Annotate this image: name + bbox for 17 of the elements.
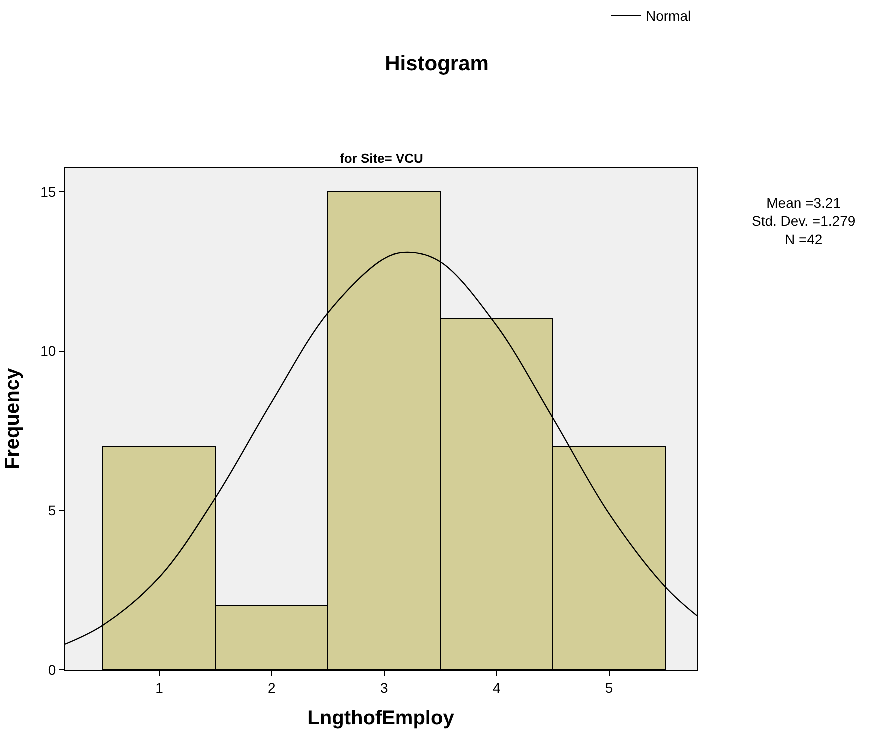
y-tick-label: 0 [48,662,56,678]
x-axis-title: LngthofEmploy [308,707,456,730]
text: N =42 [784,231,823,248]
y-tick-label: 5 [48,502,56,519]
text: Std. Dev. =1.279 [752,213,856,230]
x-tick-label: 2 [268,680,276,696]
x-tick-label: 1 [156,680,164,696]
chart-title: Histogram [385,52,489,76]
text: Mean =3.21 [766,195,842,211]
legend-label: Normal [646,8,692,24]
x-tick-label: 5 [605,680,614,696]
y-axis-title: Frequency [2,368,24,470]
y-tick-label: 15 [40,184,56,200]
chart-subtitle: for Site= VCU [340,151,424,166]
x-tick-label: 4 [492,680,501,696]
y-tick-label: 10 [40,343,56,360]
x-tick-label: 3 [380,680,388,696]
